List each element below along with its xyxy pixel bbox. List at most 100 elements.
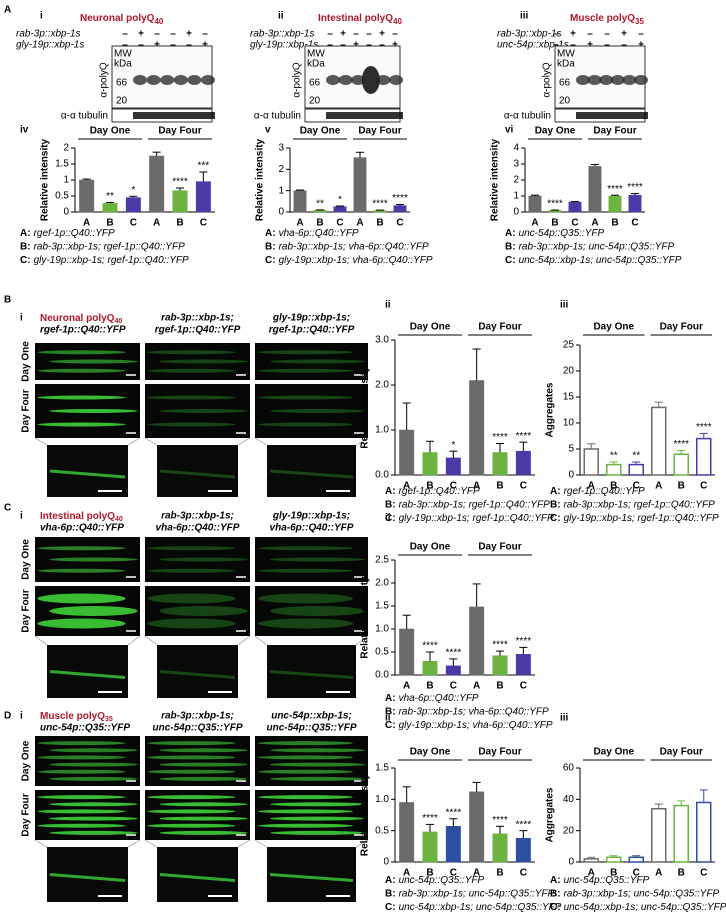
bar bbox=[651, 406, 667, 476]
worm-signal bbox=[37, 546, 126, 551]
blot-band bbox=[173, 75, 188, 85]
y-tick-label: 0 bbox=[383, 857, 389, 868]
bar bbox=[673, 804, 689, 863]
tubulin-band bbox=[146, 112, 161, 119]
legend-key: A: bbox=[385, 875, 396, 886]
significance: **** bbox=[446, 648, 462, 659]
y-tick-label: 0.5 bbox=[375, 647, 389, 658]
genotype-sign: – bbox=[122, 29, 128, 40]
significance: **** bbox=[392, 193, 408, 204]
legend-key: B: bbox=[550, 499, 561, 510]
micrograph bbox=[255, 384, 368, 438]
significance: **** bbox=[696, 422, 712, 433]
x-tick-label: A bbox=[296, 218, 303, 229]
x-tick-label: B bbox=[496, 868, 503, 879]
worm-signal bbox=[147, 618, 236, 629]
x-tick-label: A bbox=[591, 218, 598, 229]
significance: **** bbox=[516, 636, 532, 647]
legend-key: C: bbox=[550, 902, 561, 913]
worm-signal bbox=[270, 830, 365, 835]
column-header: rgef-1p::Q40::YFP bbox=[40, 325, 126, 336]
zoom-signal bbox=[49, 670, 126, 679]
x-tick-label: A bbox=[655, 481, 662, 492]
group-label: Day One bbox=[593, 747, 634, 758]
legend-key: B: bbox=[265, 241, 276, 252]
title-text: Intestinal polyQ bbox=[318, 13, 393, 24]
title-text: Neuronal polyQ bbox=[80, 13, 155, 24]
legend-key: B: bbox=[385, 499, 396, 510]
legend-text: rab-3p::xbp-1s; rgef-1p::Q40::YFP bbox=[564, 499, 716, 510]
genotype-label: gly-19p::xbp-1s bbox=[16, 40, 84, 51]
tubulin-band bbox=[160, 112, 175, 119]
micrograph bbox=[145, 537, 250, 582]
bar bbox=[696, 801, 712, 863]
legend-key: C: bbox=[385, 513, 396, 524]
worm-signal bbox=[49, 359, 138, 364]
antibody-label: α-polyQ bbox=[292, 62, 303, 97]
image-title: Intestinal polyQ40 bbox=[40, 511, 123, 523]
y-tick-label: 3 bbox=[278, 143, 284, 154]
roman-label: ii bbox=[385, 713, 391, 724]
zoom-guide bbox=[254, 437, 268, 446]
x-tick-label: A bbox=[403, 481, 410, 492]
y-axis-label: Relative intensity bbox=[490, 138, 501, 221]
significance: **** bbox=[422, 641, 438, 652]
zoom-guide bbox=[237, 437, 251, 446]
worm-signal bbox=[258, 395, 353, 400]
legend-text: rgef-1p::Q40::YFP bbox=[399, 486, 480, 497]
bar bbox=[445, 826, 461, 863]
x-tick-label: B bbox=[551, 218, 558, 229]
genotype-label: rab-3p::xbp-1s bbox=[497, 29, 561, 40]
genotype-sign: – bbox=[587, 29, 593, 40]
worm-signal bbox=[37, 795, 126, 800]
mw-mark: 20 bbox=[116, 96, 128, 107]
y-tick-label: 0 bbox=[568, 857, 574, 868]
title-sub: 40 bbox=[114, 318, 122, 325]
legend-key: C: bbox=[505, 255, 516, 266]
significance: **** bbox=[516, 819, 532, 830]
bar bbox=[606, 856, 622, 863]
y-tick-label: 2.0 bbox=[375, 578, 389, 589]
y-tick-label: 0 bbox=[513, 207, 519, 218]
y-tick-label: 1.5 bbox=[375, 763, 389, 774]
genotype-sign: – bbox=[638, 29, 644, 40]
worm-signal bbox=[270, 748, 365, 753]
x-tick-label: C bbox=[396, 218, 403, 229]
zoom-guide bbox=[127, 635, 141, 646]
genotype-sign: + bbox=[353, 40, 359, 51]
y-tick-label: 1.5 bbox=[375, 601, 389, 612]
blot-band bbox=[361, 66, 380, 94]
tubulin-frame bbox=[554, 108, 646, 123]
worm-signal bbox=[159, 762, 248, 767]
worm-signal bbox=[258, 422, 353, 427]
legend-key: C: bbox=[20, 255, 31, 266]
worm-signal bbox=[49, 409, 138, 413]
bar bbox=[515, 654, 531, 676]
y-tick-label: 2 bbox=[278, 164, 284, 175]
roman-label: ii bbox=[385, 513, 391, 524]
zoom-image bbox=[267, 445, 356, 497]
zoom-guide bbox=[34, 635, 48, 646]
legend-entry: C: gly-19p::xbp-1s; vha-6p::Q40::YFP bbox=[385, 720, 553, 731]
roman-label: ii bbox=[385, 300, 391, 311]
mw-label: MW bbox=[114, 49, 132, 60]
column-header: unc-54p::Q35::YFP bbox=[152, 723, 242, 734]
y-axis-label: Aggregates bbox=[545, 382, 556, 437]
legend-key: C: bbox=[550, 513, 561, 524]
x-tick-label: A bbox=[588, 868, 595, 879]
y-tick-label: 4 bbox=[513, 143, 519, 154]
significance: **** bbox=[492, 640, 508, 651]
y-tick-label: 2 bbox=[513, 175, 519, 186]
worm-signal bbox=[37, 593, 126, 604]
legend-text: rab-3p::xbp-1s; unc-54p::Q35::YFP bbox=[564, 888, 720, 899]
genotype-sign: + bbox=[154, 40, 160, 51]
legend-entry: B: rab-3p::xbp-1s; vha-6p::Q40::YFP bbox=[385, 706, 549, 717]
worm-signal bbox=[37, 568, 126, 573]
panel-letter: A bbox=[4, 5, 11, 16]
bar bbox=[399, 802, 415, 863]
worm-signal bbox=[258, 741, 353, 746]
roman-label: i bbox=[20, 511, 23, 522]
genotype-sign: – bbox=[621, 40, 627, 51]
significance: **** bbox=[627, 182, 643, 193]
